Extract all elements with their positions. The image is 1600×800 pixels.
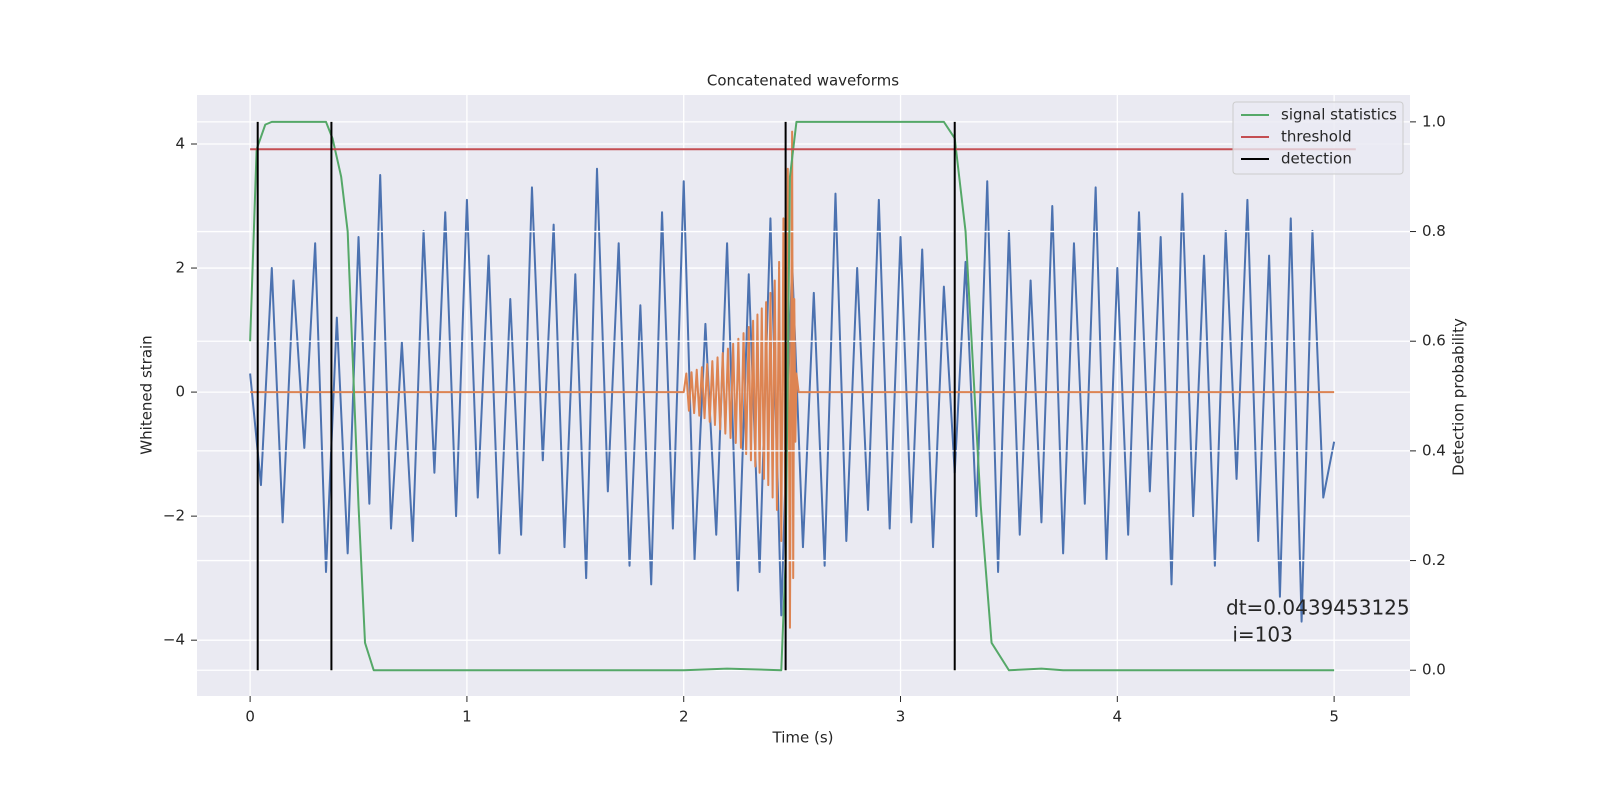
legend-label: threshold <box>1281 128 1352 146</box>
chart-title: Concatenated waveforms <box>707 72 899 90</box>
x-tick-label: 5 <box>1329 708 1339 726</box>
y2-axis-label: Detection probability <box>1450 318 1468 476</box>
y-axis-label: Whitened strain <box>138 335 156 454</box>
y-tick-label: 4 <box>175 134 185 152</box>
x-tick-label: 3 <box>896 708 906 726</box>
x-tick-label: 0 <box>245 708 255 726</box>
y-tick-label: −2 <box>163 507 185 525</box>
x-tick-label: 4 <box>1113 708 1123 726</box>
x-tick-label: 2 <box>679 708 689 726</box>
x-tick-label: 1 <box>462 708 472 726</box>
y2-tick-label: 0.8 <box>1422 222 1446 240</box>
legend-box <box>1232 101 1404 175</box>
y-tick-label: 2 <box>175 259 185 277</box>
y2-tick-label: 0.4 <box>1422 441 1446 459</box>
legend-label: signal statistics <box>1281 106 1397 124</box>
y2-tick-label: 0.0 <box>1422 661 1446 679</box>
legend-label: detection <box>1281 150 1352 168</box>
y-tick-label: 0 <box>175 383 185 401</box>
y-tick-label: −4 <box>163 631 185 649</box>
y2-tick-label: 0.2 <box>1422 551 1446 569</box>
x-axis-label: Time (s) <box>772 729 834 747</box>
annotation: dt=0.0439453125 <box>1226 596 1410 620</box>
annotation: i=103 <box>1226 623 1293 647</box>
series-line <box>249 120 1335 672</box>
y2-tick-label: 1.0 <box>1422 112 1446 130</box>
y2-tick-label: 0.6 <box>1422 332 1446 350</box>
